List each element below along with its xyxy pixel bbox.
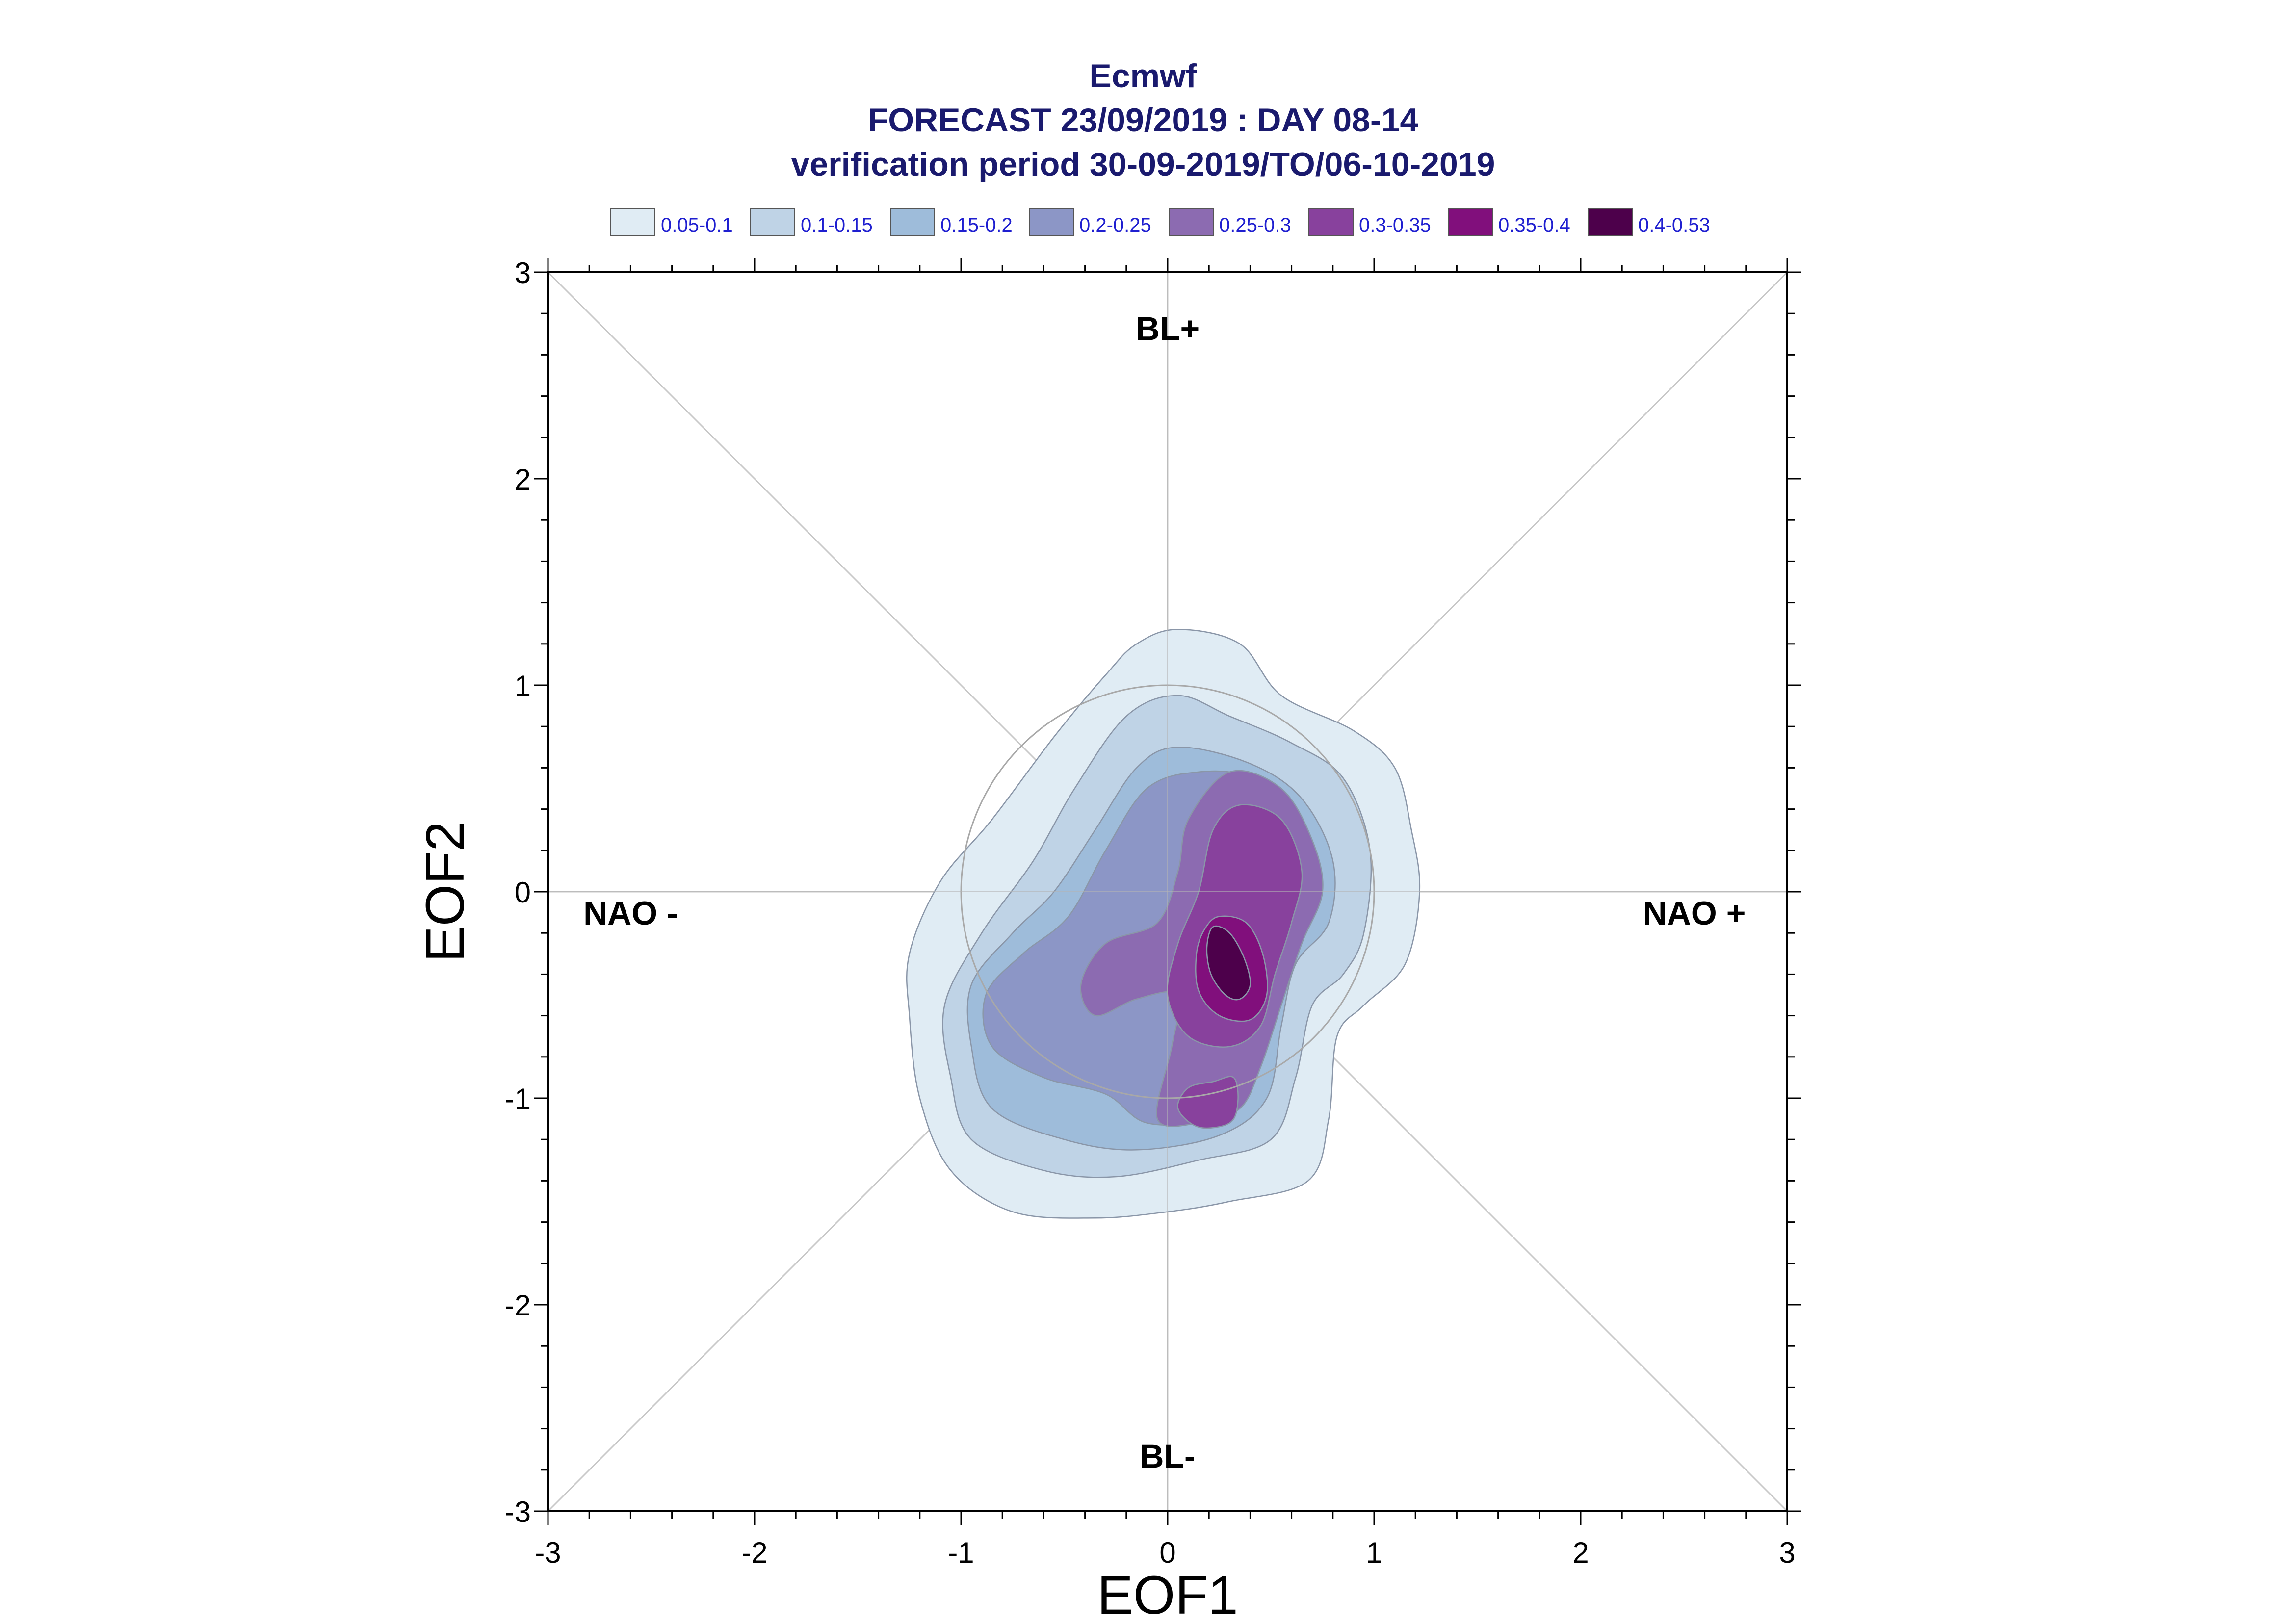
legend-swatch-4 (1169, 208, 1214, 236)
legend-swatch-7 (1588, 208, 1633, 236)
legend-swatch-1 (750, 208, 795, 236)
regime-label-2: NAO - (583, 895, 678, 932)
y-tick-label-6: 3 (515, 257, 531, 289)
x-tick-label-3: 0 (1159, 1536, 1175, 1569)
legend-swatch-3 (1029, 208, 1074, 236)
legend-label-0: 0.05-0.1 (661, 214, 733, 236)
x-axis-label: EOF1 (1097, 1565, 1238, 1624)
legend-swatch-2 (890, 208, 935, 236)
reference-guides (548, 272, 1787, 1511)
axis-ticks (534, 258, 1801, 1525)
x-tick-label-6: 3 (1779, 1536, 1795, 1569)
y-tick-label-4: 1 (515, 670, 531, 702)
contour-5-1 (1177, 1076, 1239, 1129)
x-tick-label-0: -3 (535, 1536, 561, 1569)
title-line-2: FORECAST 23/09/2019 : DAY 08-14 (868, 102, 1419, 139)
y-axis-label: EOF2 (415, 821, 475, 962)
legend-label-2: 0.15-0.2 (940, 214, 1013, 236)
y-tick-label-1: -2 (505, 1289, 531, 1322)
y-tick-label-5: 2 (515, 463, 531, 496)
x-tick-label-4: 1 (1366, 1536, 1382, 1569)
y-tick-label-2: -1 (505, 1083, 531, 1115)
legend-label-3: 0.2-0.25 (1079, 214, 1151, 236)
legend-swatch-6 (1448, 208, 1493, 236)
y-tick-label-3: 0 (515, 876, 531, 909)
legend-label-6: 0.35-0.4 (1498, 214, 1570, 236)
title-line-1: Ecmwf (1089, 57, 1197, 95)
tick-labels: -3 -2 -1 0 1 2 3 -3 -2 -1 0 1 2 3 (505, 257, 1796, 1569)
legend-swatch-0 (610, 208, 655, 236)
legend-label-5: 0.3-0.35 (1359, 214, 1431, 236)
x-tick-label-2: -1 (948, 1536, 974, 1569)
contour-7-0 (1206, 925, 1251, 1001)
legend-label-1: 0.1-0.15 (801, 214, 873, 236)
regime-label-0: BL+ (1136, 310, 1200, 348)
regime-label-3: NAO + (1643, 895, 1746, 932)
regime-label-1: BL- (1140, 1438, 1195, 1475)
legend: 0.05-0.1 0.1-0.15 0.15-0.2 0.2-0.25 0.25-0.3… (610, 208, 1710, 236)
legend-label-4: 0.25-0.3 (1219, 214, 1291, 236)
x-tick-label-5: 2 (1572, 1536, 1589, 1569)
title-line-3: verification period 30-09-2019/TO/06-10-… (791, 146, 1495, 183)
legend-label-7: 0.4-0.53 (1638, 214, 1710, 236)
plot-area: BL+ BL- NAO - NAO + (534, 258, 1801, 1525)
y-tick-label-0: -3 (505, 1495, 531, 1528)
x-tick-label-1: -2 (741, 1536, 767, 1569)
contour-fills (906, 629, 1421, 1219)
regime-labels: BL+ BL- NAO - NAO + (583, 310, 1746, 1475)
legend-swatch-5 (1308, 208, 1354, 236)
